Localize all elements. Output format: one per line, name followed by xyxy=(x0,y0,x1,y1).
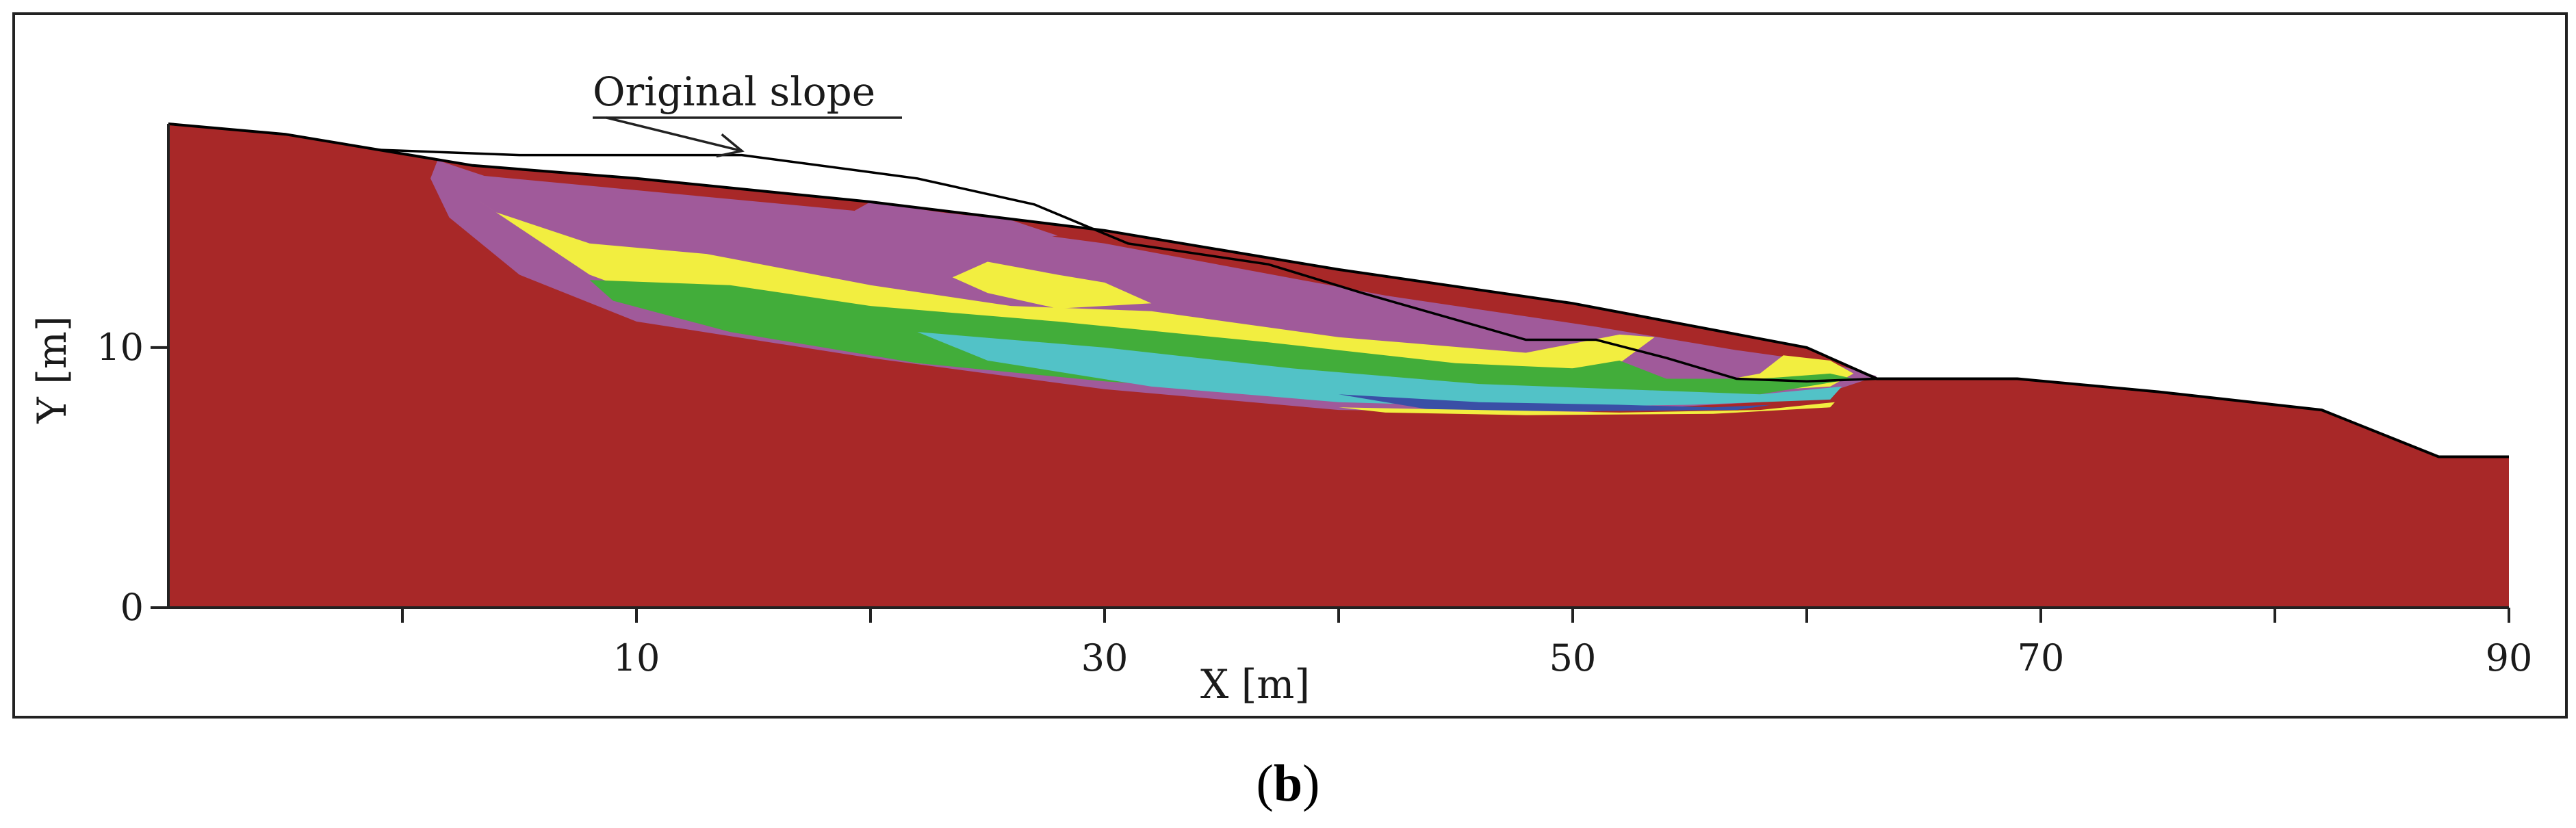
zone-purple-0 xyxy=(430,160,1877,413)
zone-purple-1 xyxy=(847,202,1058,265)
panel-label-letter: b xyxy=(1274,755,1302,812)
plot-area xyxy=(168,122,2509,608)
panel-label: (b) xyxy=(1257,755,1320,812)
x-tick-label-30: 30 xyxy=(1081,636,1129,680)
zone-yellow-3 xyxy=(952,261,1152,309)
y-tick-label-10: 10 xyxy=(96,326,144,369)
zone-green-5 xyxy=(589,280,1854,405)
annotation-arrow xyxy=(606,116,743,153)
x-axis-label: X [m] xyxy=(1200,661,1310,708)
panel-label-open: ( xyxy=(1257,755,1274,812)
panel-label-close: ) xyxy=(1302,755,1319,812)
original-slope-line xyxy=(378,148,1877,383)
zone-yellow-2 xyxy=(472,196,1655,389)
zone-cyan-6 xyxy=(917,332,1842,408)
x-tick-label-90: 90 xyxy=(2486,636,2533,680)
annotation-label: Original slope xyxy=(593,68,875,115)
annotation-arrowhead xyxy=(716,133,745,158)
original-slope-annotation: Original slope xyxy=(593,68,902,158)
zone-blue-7 xyxy=(1339,394,1772,411)
x-ticks: 10 30 50 70 90 xyxy=(401,608,2533,680)
x-tick-label-70: 70 xyxy=(2018,636,2065,680)
deformation-zones xyxy=(430,160,1877,415)
x-tick-label-10: 10 xyxy=(613,636,660,680)
y-ticks: 0 10 xyxy=(96,326,168,629)
y-tick-label-0: 0 xyxy=(120,586,144,629)
deformed-surface-line xyxy=(168,122,2509,458)
x-tick-label-50: 50 xyxy=(1549,636,1597,680)
zone-yellow-8 xyxy=(1339,402,1835,415)
figure-frame xyxy=(12,12,2568,719)
y-axis-label: Y [m] xyxy=(29,316,75,424)
